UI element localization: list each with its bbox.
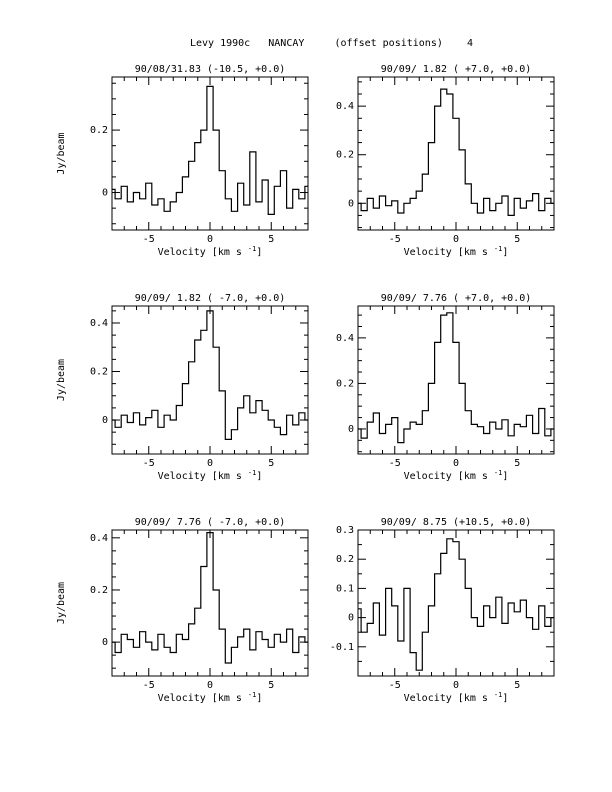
x-tick-label: 0: [207, 458, 213, 469]
y-tick-label: 0: [102, 188, 108, 199]
x-tick-label: 5: [268, 680, 274, 691]
panel-title: 90/09/ 7.76 ( -7.0, +0.0): [135, 517, 286, 528]
y-tick-label: 0.2: [90, 585, 108, 596]
panel-title: 90/09/ 7.76 ( +7.0, +0.0): [381, 293, 532, 304]
panel-title: 90/09/ 1.82 ( -7.0, +0.0): [135, 293, 286, 304]
y-tick-label: 0.2: [336, 150, 354, 161]
x-tick-label: 0: [453, 680, 459, 691]
x-tick-label: -5: [143, 458, 155, 469]
x-tick-label: 0: [453, 234, 459, 245]
x-tick-label: 5: [268, 458, 274, 469]
x-tick-label: -5: [389, 680, 401, 691]
x-axis-label: Velocity [km s -1]: [404, 469, 509, 482]
y-tick-label: 0.4: [336, 333, 354, 344]
plot-frame: [357, 305, 555, 455]
y-axis-label: Jy/beam: [56, 582, 67, 624]
spectrum-panel-1: 90/08/31.83 (-10.5, +0.0) -5 0 5 0 0.2 Velocit…: [56, 64, 309, 258]
spectrum-line: [358, 538, 554, 671]
spectrum-line: [358, 88, 554, 216]
x-tick-label: 5: [514, 234, 520, 245]
y-tick-label: 0.1: [336, 583, 354, 594]
y-tick-label: 0: [348, 424, 354, 435]
y-tick-label: 0: [102, 415, 108, 426]
spectrum-panel-3: 90/09/ 1.82 ( -7.0, +0.0) -5 0 5 0 0.2 0.4 Velo…: [56, 293, 309, 482]
x-tick-label: 5: [514, 680, 520, 691]
y-tick-label: -0.1: [330, 642, 354, 653]
y-tick-label: 0.2: [336, 378, 354, 389]
y-tick-label: 0.4: [336, 101, 354, 112]
panel-title: 90/08/31.83 (-10.5, +0.0): [135, 64, 286, 75]
y-axis-label: Jy/beam: [56, 359, 67, 401]
plot-frame: [357, 76, 555, 231]
x-axis-label: Velocity [km s -1]: [404, 691, 509, 704]
spectrum-panel-6: 90/09/ 8.75 (+10.5, +0.0) -5 0 5 -0.1 0 0.1 0.2…: [330, 517, 555, 704]
y-tick-label: 0.2: [336, 554, 354, 565]
plot-frame: [111, 305, 309, 455]
x-tick-label: 5: [514, 458, 520, 469]
y-tick-label: 0.4: [90, 533, 108, 544]
x-tick-label: 0: [207, 234, 213, 245]
x-tick-label: -5: [143, 234, 155, 245]
plot-frame: [357, 529, 555, 677]
plot-frame: [111, 76, 309, 231]
y-axis-label: Jy/beam: [56, 132, 67, 174]
y-tick-label: 0.4: [90, 318, 108, 329]
y-tick-label: 0.2: [90, 125, 108, 136]
plot-frame: [111, 529, 309, 677]
x-tick-label: -5: [143, 680, 155, 691]
spectrum-line: [112, 85, 308, 215]
spectrum-line: [112, 532, 308, 664]
x-tick-label: -5: [389, 458, 401, 469]
x-tick-label: 0: [207, 680, 213, 691]
y-tick-label: 0.2: [90, 367, 108, 378]
x-tick-label: 5: [268, 234, 274, 245]
y-tick-label: 0: [348, 613, 354, 624]
spectrum-line: [358, 312, 554, 444]
spectrum-line: [112, 310, 308, 440]
spectrum-panel-2: 90/09/ 1.82 ( +7.0, +0.0) -5 0 5 0 0.2 0.4 Velo…: [336, 64, 555, 258]
x-tick-label: -5: [389, 234, 401, 245]
spectrum-panel-5: 90/09/ 7.76 ( -7.0, +0.0) -5 0 5 0 0.2 0.4 Velo…: [56, 517, 309, 704]
x-axis-label: Velocity [km s -1]: [158, 469, 263, 482]
spectrum-panel-4: 90/09/ 7.76 ( +7.0, +0.0) -5 0 5 0 0.2 0.4 Velo…: [336, 293, 555, 482]
x-axis-label: Velocity [km s -1]: [158, 245, 263, 258]
y-tick-label: 0: [348, 198, 354, 209]
panel-title: 90/09/ 8.75 (+10.5, +0.0): [381, 517, 532, 528]
x-axis-label: Velocity [km s -1]: [158, 691, 263, 704]
panel-title: 90/09/ 1.82 ( +7.0, +0.0): [381, 64, 532, 75]
y-tick-label: 0.3: [336, 525, 354, 536]
x-axis-label: Velocity [km s -1]: [404, 245, 509, 258]
y-tick-label: 0: [102, 637, 108, 648]
x-tick-label: 0: [453, 458, 459, 469]
